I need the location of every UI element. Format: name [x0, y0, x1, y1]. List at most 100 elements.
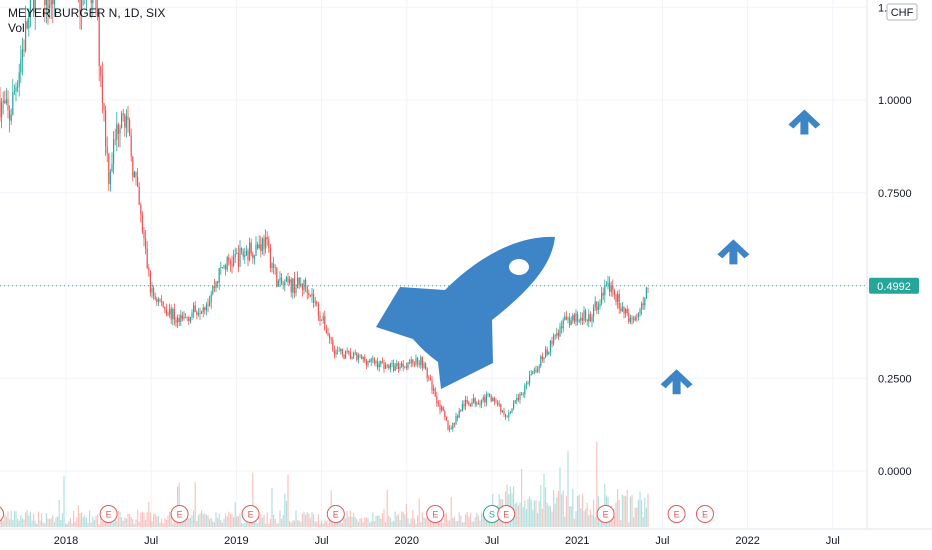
- volume-bar: [621, 494, 623, 527]
- volume-bar: [1, 513, 3, 527]
- split-marker[interactable]: S: [483, 505, 501, 523]
- time-tick-label: 2018: [54, 535, 78, 547]
- volume-bar: [113, 522, 115, 527]
- candle-body: [122, 113, 124, 115]
- volume-bar: [186, 513, 188, 527]
- volume-bar: [578, 494, 580, 527]
- volume-bar: [274, 518, 276, 527]
- candle-body: [29, 0, 31, 11]
- volume-bar: [58, 500, 60, 527]
- candle-body: [5, 99, 7, 104]
- price-scale[interactable]: 2.25002.00001.75001.50001.25001.00000.75…: [866, 0, 918, 550]
- volume-bar: [445, 512, 447, 527]
- earnings-marker[interactable]: E: [99, 505, 118, 523]
- up-arrow-drawings[interactable]: [660, 0, 878, 395]
- earnings-marker[interactable]: E: [667, 505, 686, 523]
- volume-bar: [463, 522, 465, 527]
- volume-bar: [524, 500, 526, 527]
- candle-body: [253, 255, 255, 259]
- candle-body: [90, 0, 92, 4]
- volume-bar: [215, 512, 217, 527]
- candle-body: [81, 0, 83, 12]
- candle-body: [250, 242, 252, 254]
- volume-label[interactable]: Vol: [8, 21, 25, 35]
- candle-body: [479, 404, 481, 405]
- candle-body: [546, 349, 548, 355]
- volume-bar: [164, 518, 166, 527]
- earnings-marker[interactable]: E: [696, 505, 714, 523]
- up-arrow-icon[interactable]: [660, 369, 693, 395]
- candle-body: [618, 293, 620, 309]
- candle-body: [205, 304, 207, 311]
- volume-bar: [68, 521, 70, 527]
- candle-body: [343, 354, 345, 359]
- candle-body: [0, 100, 1, 118]
- volume-bar: [277, 523, 279, 527]
- candle-body: [561, 326, 563, 329]
- up-arrow-icon[interactable]: [717, 239, 750, 265]
- volume-bar: [533, 500, 535, 527]
- candle-body: [567, 317, 569, 320]
- candle-body: [111, 163, 113, 172]
- volume-bar: [322, 523, 324, 527]
- volume-bar: [479, 520, 481, 527]
- earnings-marker[interactable]: E: [241, 505, 260, 523]
- volume-bar: [516, 502, 518, 527]
- candle-body: [404, 366, 406, 368]
- candle-body: [17, 86, 19, 88]
- earnings-marker[interactable]: E: [326, 505, 345, 523]
- earnings-marker[interactable]: E: [497, 505, 516, 523]
- volume-bar: [197, 515, 199, 527]
- volume-bar: [642, 516, 644, 527]
- volume-bar: [397, 514, 399, 527]
- earnings-marker[interactable]: E: [170, 505, 189, 523]
- candle-body: [188, 317, 190, 322]
- candle-body: [207, 304, 209, 306]
- candle-body: [369, 360, 371, 362]
- candle-body: [28, 10, 30, 29]
- volume-bar: [273, 514, 275, 527]
- volume-bar: [527, 499, 529, 527]
- candle-body: [357, 355, 359, 360]
- time-scale[interactable]: 2018 Jul 2019 Jul 2020 Jul 2021 Jul 2022 Jul: [0, 528, 932, 547]
- candle-body: [562, 320, 564, 329]
- candle-body: [529, 375, 531, 383]
- volume-bar: [300, 522, 302, 527]
- volume-bar: [581, 493, 583, 527]
- earnings-marker[interactable]: E: [426, 505, 445, 523]
- candle-body: [209, 301, 211, 306]
- rocket-icon[interactable]: [376, 236, 555, 389]
- up-arrow-icon[interactable]: [788, 109, 821, 135]
- volume-bar: [42, 522, 44, 527]
- event-markers[interactable]: EEEEEESEEEE: [0, 505, 714, 523]
- volume-bar: [161, 518, 163, 527]
- volume-bar: [213, 522, 215, 527]
- earnings-marker[interactable]: E: [0, 506, 4, 523]
- candle-body: [471, 402, 473, 406]
- volume-bar: [620, 519, 622, 527]
- volume-bar: [556, 497, 558, 527]
- volume-bar: [194, 482, 196, 527]
- candle-body: [285, 277, 287, 282]
- candle-body: [580, 317, 582, 321]
- price-tick-label: 0.2500: [878, 373, 912, 385]
- volume-bar: [644, 497, 646, 527]
- volume-bar: [580, 508, 582, 527]
- volume-bar: [36, 523, 38, 527]
- event-label: E: [503, 510, 509, 520]
- candle-body: [311, 293, 313, 297]
- candle-body: [594, 301, 596, 307]
- candle-body: [337, 350, 339, 352]
- candle-body: [321, 320, 323, 321]
- earnings-marker[interactable]: E: [596, 505, 615, 523]
- candle-body: [308, 293, 310, 296]
- symbol-title[interactable]: MEYER BURGER N, 1D, SIX: [8, 6, 166, 20]
- candle-body: [137, 176, 139, 187]
- volume-bar: [557, 491, 559, 527]
- volume-bar: [364, 517, 366, 527]
- volume-bar: [119, 511, 121, 527]
- candle-body: [533, 369, 535, 372]
- volume-bar: [28, 515, 30, 527]
- volume-bar: [365, 517, 367, 527]
